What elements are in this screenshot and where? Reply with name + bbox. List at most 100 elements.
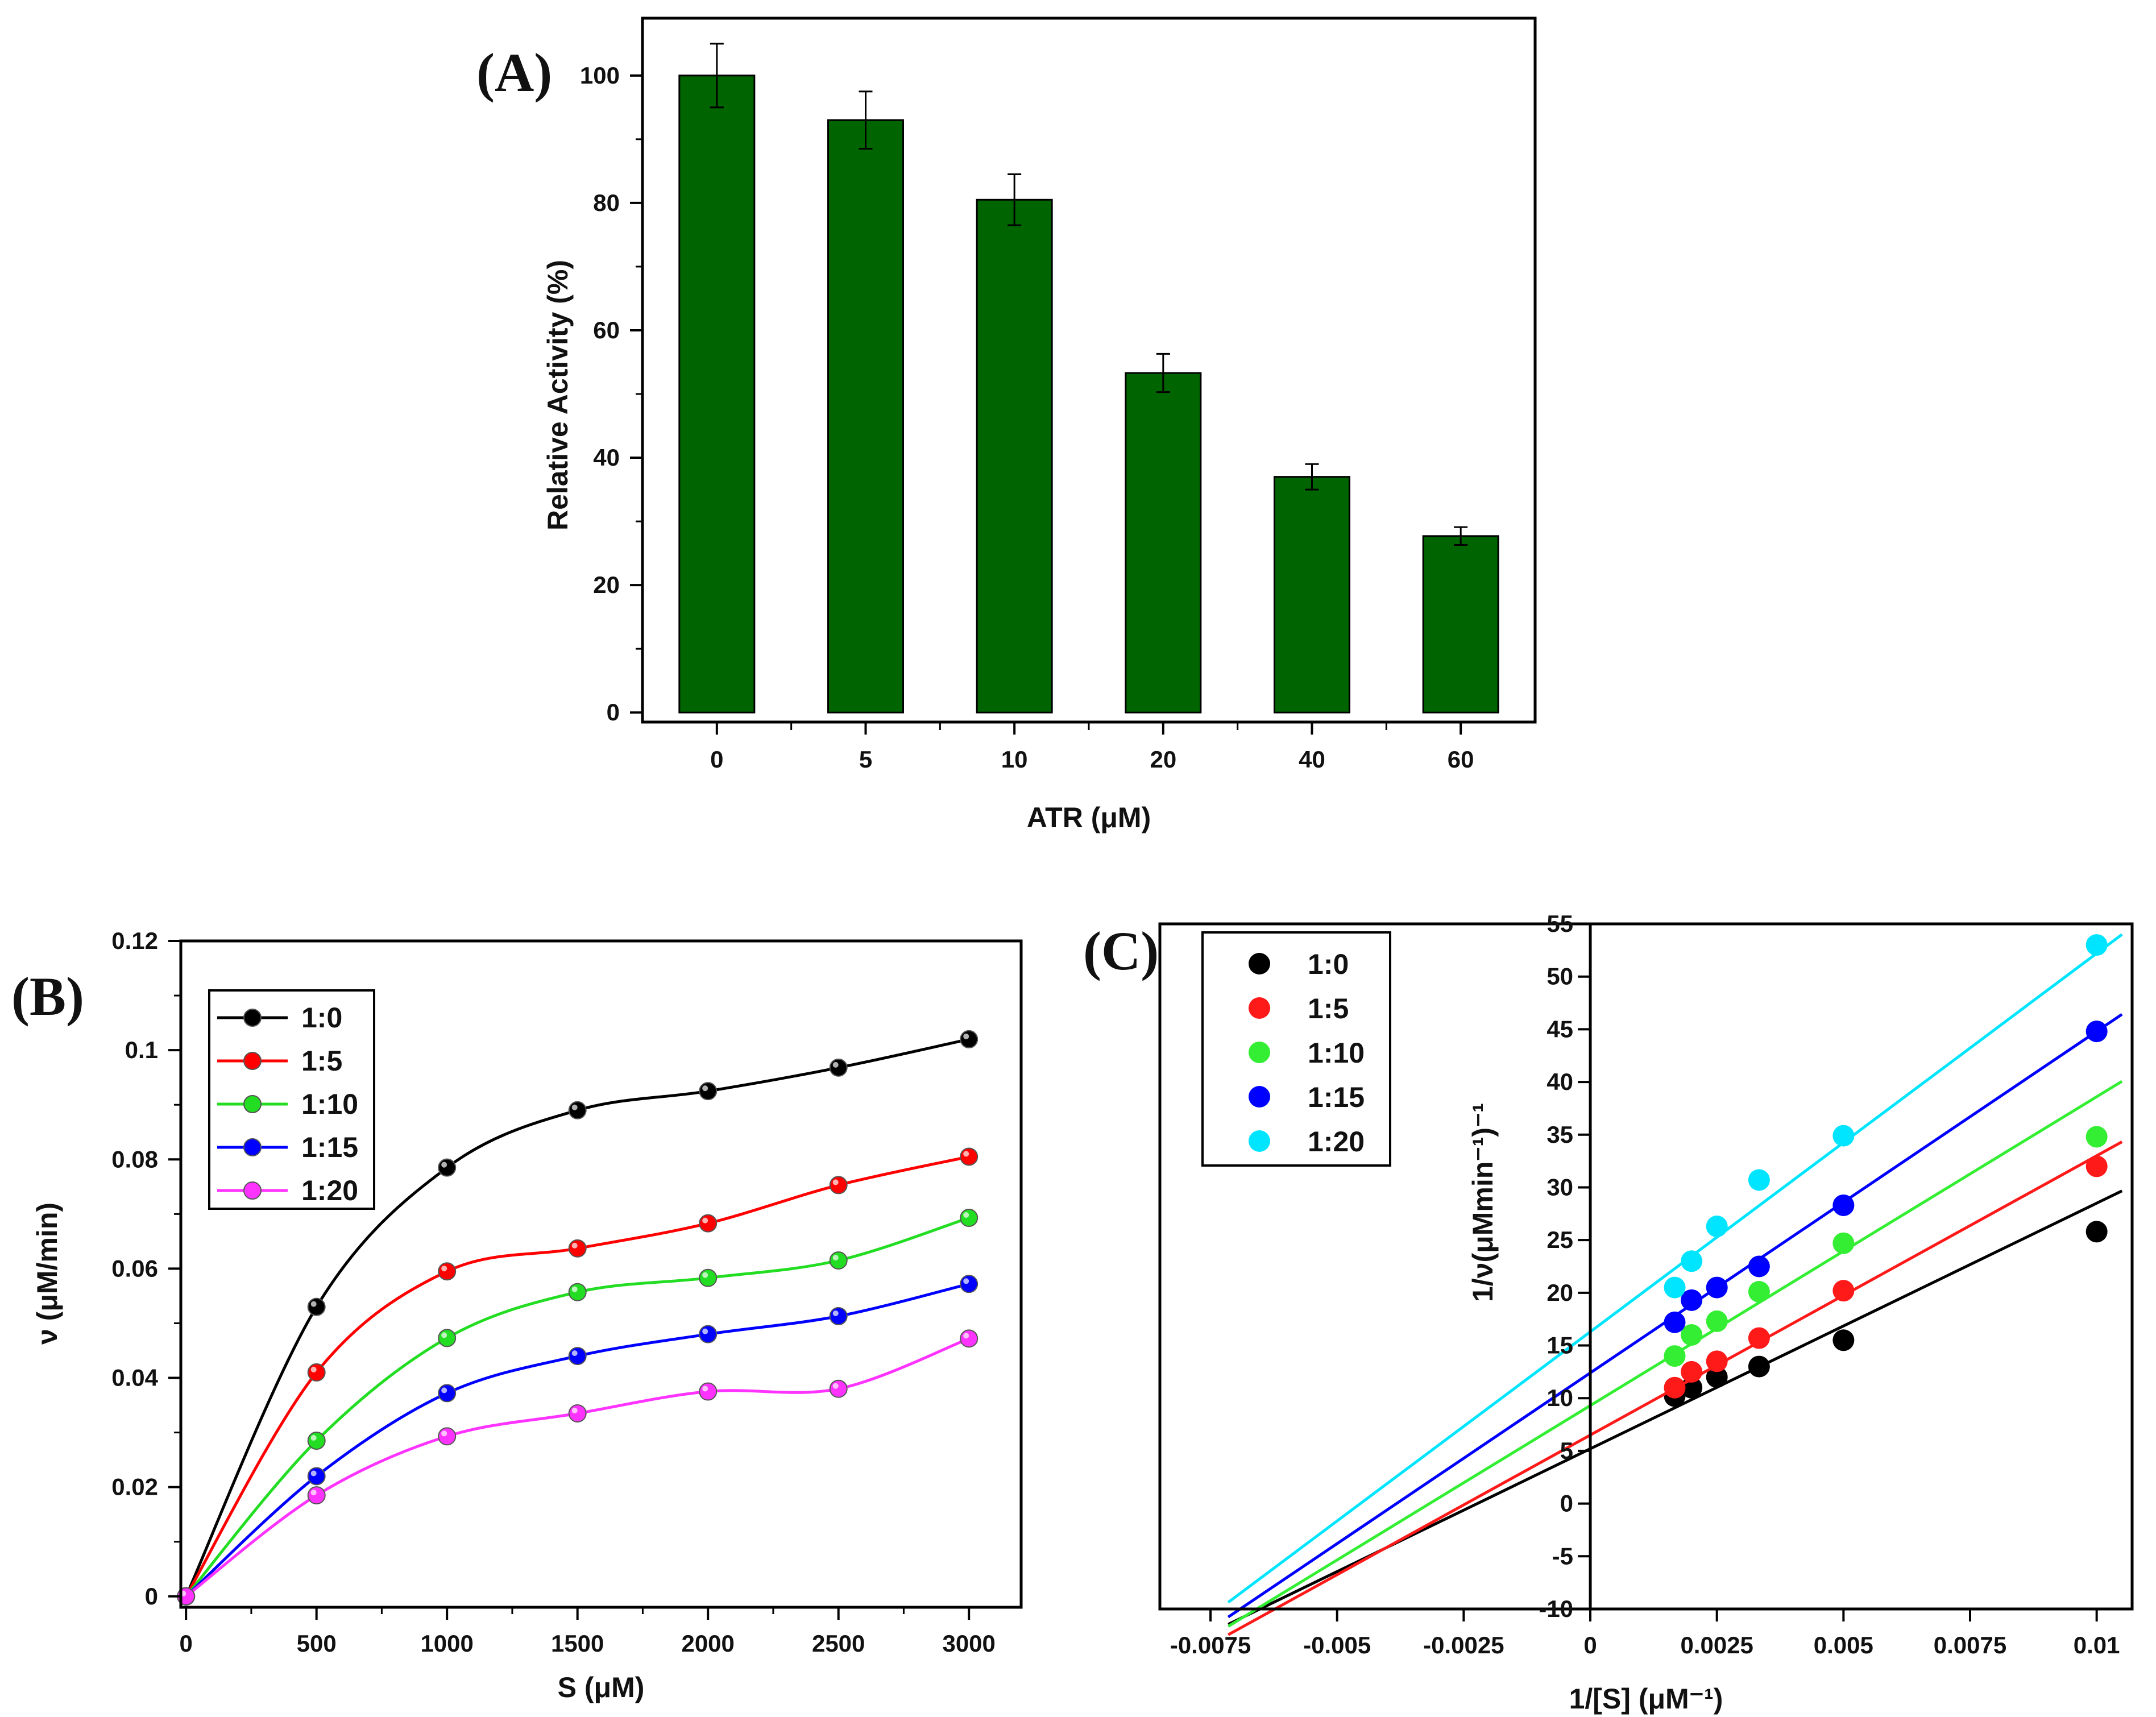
point-b-1-10-s2500 (829, 1251, 848, 1270)
y-tick-label-b-0p02: 0.02 (111, 1474, 158, 1500)
point-c-1-15-3 (1748, 1255, 1770, 1278)
legend-marker-c-1-5 (1249, 997, 1270, 1019)
point-c-1-0-4 (1832, 1329, 1855, 1351)
point-b-1-20-s1500 (568, 1404, 587, 1422)
panel-b-legend: 1:0 1:5 1:10 1:15 1:20 (208, 989, 375, 1210)
legend-label-b-1-5: 1:5 (301, 1045, 342, 1077)
y-tick-label-a-80: 80 (593, 189, 620, 216)
point-b-1-5-s2500 (829, 1176, 848, 1195)
point-highlight-b-1-20-s500 (310, 1490, 317, 1496)
panel-b-frame (179, 939, 1023, 1609)
point-b-1-0-s3000 (960, 1030, 979, 1048)
x-tick-label-b-500: 500 (297, 1630, 337, 1657)
x-tick-label-atr-0: 0 (710, 746, 723, 773)
y-tick-label-c-0: 0 (1560, 1490, 1573, 1517)
x-tick-label-c--0p0075: -0.0075 (1170, 1632, 1251, 1658)
point-highlight-b-1-20-s3000 (963, 1333, 969, 1339)
x-tick-label-b-0: 0 (180, 1630, 193, 1657)
point-b-1-5-s1500 (568, 1239, 587, 1258)
point-b-1-5-s3000 (960, 1147, 979, 1166)
x-tick-label-atr-10: 10 (1001, 746, 1028, 773)
point-b-1-20-s2000 (699, 1382, 718, 1401)
x-tick-label-c--0p005: -0.005 (1303, 1632, 1371, 1658)
x-tick-label-b-2000: 2000 (681, 1630, 734, 1657)
x-tick-label-c-0: 0 (1583, 1632, 1597, 1658)
point-c-1-10-2 (1706, 1310, 1728, 1332)
bar-atr-60 (1422, 535, 1499, 714)
y-tick-label-c-30: 30 (1546, 1173, 1573, 1200)
y-tick-label-a-20: 20 (593, 571, 620, 598)
point-highlight-b-1-10-s1000 (441, 1332, 447, 1338)
legend-marker-b-1-5 (243, 1052, 262, 1070)
point-highlight-b-1-5-s500 (310, 1366, 317, 1372)
bar-atr-40 (1274, 476, 1350, 714)
panel-a: (A) 0 5 10 20 40 60 0 20 40 60 80 100 ATR (μM) Rela… (476, 16, 1537, 833)
point-c-1-0-3 (1748, 1355, 1770, 1378)
y-tick-label-a-40: 40 (593, 444, 620, 471)
y-tick-label-b-0p08: 0.08 (111, 1146, 158, 1172)
bar-atr-10 (976, 198, 1053, 714)
point-highlight-b-1-10-s500 (310, 1435, 317, 1441)
y-tick-label-c-15: 15 (1546, 1332, 1573, 1359)
point-c-1-0-2 (1706, 1366, 1728, 1388)
point-c-1-10-5 (2085, 1126, 2108, 1148)
point-highlight-b-1-5-s2500 (832, 1179, 839, 1185)
point-c-1-5-3 (1748, 1327, 1770, 1349)
panel-b: (B) 0 500 1000 1500 2000 2500 3000 0 0.02 0.04 0.0… (11, 927, 1023, 1703)
point-b-1-0-s1500 (568, 1101, 587, 1119)
point-highlight-b-1-5-s3000 (963, 1151, 969, 1157)
point-b-1-0-s1000 (438, 1158, 457, 1177)
point-b-1-10-s1500 (568, 1283, 587, 1301)
legend-label-b-1-0: 1:0 (301, 1002, 342, 1034)
y-tick-label-c-50: 50 (1546, 963, 1573, 990)
fit-line-c-1-20 (1227, 933, 2123, 1604)
bar-atr-5 (827, 119, 904, 714)
y-tick-label-c-45: 45 (1546, 1015, 1573, 1042)
legend-marker-b-1-20 (243, 1181, 262, 1200)
point-highlight-b-1-0-s2000 (702, 1085, 708, 1092)
legend-label-c-1-5: 1:5 (1308, 993, 1349, 1025)
legend-label-b-1-20: 1:20 (301, 1175, 358, 1206)
legend-marker-b-1-15 (243, 1138, 262, 1156)
panel-a-axes: 0 5 10 20 40 60 0 20 40 60 80 100 (580, 62, 1474, 773)
x-tick-label-c-0p0025: 0.0025 (1680, 1632, 1753, 1658)
point-c-1-20-2 (1706, 1216, 1728, 1238)
point-b-1-10-s2000 (699, 1268, 718, 1287)
point-highlight-b-1-5-s1000 (441, 1266, 447, 1272)
x-tick-label-c-0p01: 0.01 (2074, 1632, 2120, 1658)
legend-label-c-1-10: 1:10 (1308, 1037, 1365, 1069)
legend-marker-c-1-0 (1249, 953, 1270, 974)
y-tick-label-c-55: 55 (1546, 910, 1573, 937)
y-tick-label-c-25: 25 (1546, 1226, 1573, 1253)
point-c-1-10-1 (1681, 1324, 1703, 1346)
y-tick-label-a-100: 100 (580, 62, 620, 89)
y-tick-label-c-10: 10 (1546, 1384, 1573, 1411)
x-tick-label-c-0p0075: 0.0075 (1934, 1632, 2006, 1658)
point-b-1-5-s500 (307, 1363, 326, 1382)
panel-b-label: (B) (11, 966, 84, 1027)
curve-b-1-20 (185, 1337, 970, 1598)
point-b-1-15-s3000 (960, 1275, 979, 1293)
point-c-1-20-4 (1832, 1125, 1855, 1147)
point-b-1-15-s1000 (438, 1384, 457, 1403)
y-tick-label-c-20: 20 (1546, 1279, 1573, 1306)
panel-c-legend-box (1201, 931, 1391, 1167)
point-highlight-b-1-0-s3000 (963, 1033, 969, 1039)
point-c-1-15-1 (1681, 1289, 1703, 1311)
point-highlight-b-1-20-s2500 (832, 1383, 839, 1389)
point-c-1-15-0 (1664, 1311, 1686, 1333)
point-highlight-b-1-0-s1000 (441, 1162, 447, 1168)
point-highlight-b-1-20-s1500 (571, 1407, 578, 1413)
legend-label-c-1-0: 1:0 (1308, 948, 1349, 980)
point-c-1-20-0 (1664, 1276, 1686, 1299)
point-b-1-5-s2000 (699, 1214, 718, 1233)
y-tick-label-b-0p12: 0.12 (111, 927, 158, 954)
point-c-1-15-4 (1832, 1194, 1855, 1216)
x-tick-label-atr-60: 60 (1448, 746, 1474, 773)
curve-b-1-5 (185, 1155, 969, 1598)
panel-b-axes: 0 500 1000 1500 2000 2500 3000 0 0.02 0.04 0.06 0.0… (111, 927, 996, 1657)
point-highlight-b-1-5-s2000 (702, 1217, 708, 1224)
point-c-1-10-0 (1664, 1345, 1686, 1367)
point-b-1-15-s500 (307, 1467, 326, 1486)
